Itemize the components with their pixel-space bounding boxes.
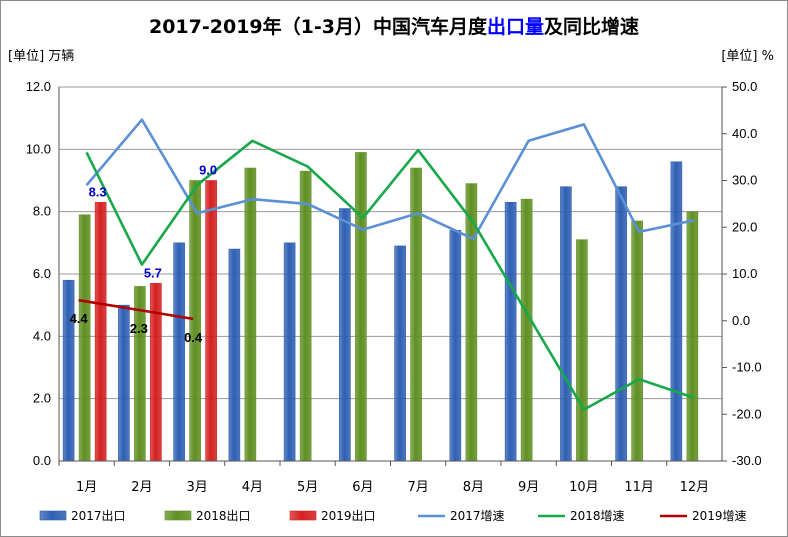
- x-tick-label: 4月: [242, 480, 263, 495]
- legend-label: 2018增速: [570, 509, 625, 523]
- x-tick-label: 3月: [186, 480, 207, 495]
- axes: 0.0 2.0 4.0 6.0 8.0 10.0 12.0 -30.0 -20.0 -10.0 0.…: [26, 79, 762, 495]
- bar-2017出口: [228, 248, 241, 462]
- chart-title: 2017-2019年（1-3月）中国汽车月度出口量及同比增速: [0, 12, 788, 39]
- bar-2018出口: [355, 152, 367, 462]
- x-tick-label: 1月: [76, 480, 97, 495]
- right-tick-label: 0.0: [732, 313, 750, 328]
- x-tick-label: 12月: [680, 480, 710, 495]
- x-tick-label: 11月: [624, 480, 654, 495]
- bar-2018出口: [299, 170, 312, 462]
- bar-value-label: 5.7: [144, 265, 162, 280]
- bar-2019出口: [150, 283, 162, 462]
- right-tick-label: -10.0: [732, 360, 762, 375]
- legend-swatch: [289, 510, 317, 521]
- bar-2018出口: [520, 198, 533, 462]
- bar-2017出口: [173, 242, 185, 462]
- x-tick-label: 7月: [407, 480, 428, 495]
- bar-2017出口: [449, 230, 462, 462]
- left-tick-label: 2.0: [33, 391, 51, 406]
- x-tick-label: 10月: [569, 480, 599, 495]
- bar-2018出口: [134, 286, 146, 462]
- bar-2018出口: [686, 211, 699, 462]
- legend-label: 2017增速: [450, 509, 505, 523]
- growth-value-label: 2.3: [130, 321, 148, 336]
- left-tick-label: 12.0: [26, 79, 51, 94]
- bar-value-label: 9.0: [199, 163, 217, 178]
- bar-2017出口: [118, 304, 130, 462]
- left-tick-label: 10.0: [26, 141, 51, 156]
- legend-label: 2019增速: [692, 509, 747, 523]
- legend: 2017出口 2018出口 2019出口 2017增速 2018增速 2019增速: [39, 509, 747, 523]
- bar-2017出口: [504, 202, 517, 462]
- legend-label: 2019出口: [321, 509, 376, 523]
- x-tick-label: 5月: [297, 480, 318, 495]
- legend-swatch: [164, 510, 192, 521]
- bar-2019出口: [205, 180, 217, 462]
- bar-2018出口: [410, 167, 422, 462]
- right-tick-label: -30.0: [732, 453, 762, 468]
- left-tick-label: 6.0: [33, 266, 51, 281]
- bar-2017出口: [670, 161, 683, 462]
- bar-2018出口: [576, 239, 588, 462]
- x-tick-label: 8月: [463, 480, 484, 495]
- legend-label: 2018出口: [196, 509, 251, 523]
- bar-value-label: 8.3: [89, 184, 107, 199]
- right-tick-label: 20.0: [732, 219, 757, 234]
- left-tick-label: 8.0: [33, 204, 51, 219]
- right-tick-label: 50.0: [732, 79, 757, 94]
- x-tick-label: 6月: [352, 480, 373, 495]
- title-part1: 2017-2019年（1-3月）中国汽车月度: [148, 16, 487, 38]
- legend-swatch: [39, 510, 67, 521]
- legend-label: 2017出口: [71, 509, 126, 523]
- bar-2017出口: [394, 245, 406, 462]
- bar-2017出口: [615, 186, 627, 462]
- bar-2018出口: [631, 220, 643, 462]
- bar-2018出口: [189, 180, 201, 462]
- bar-2017出口: [62, 279, 75, 462]
- line-2018增速: [85, 139, 695, 411]
- lines: [78, 118, 695, 411]
- bars: [62, 152, 699, 462]
- title-part2: 及同比增速: [543, 16, 639, 38]
- bar-2018出口: [244, 167, 257, 462]
- line-2019增速: [78, 298, 194, 321]
- growth-value-label: 0.4: [184, 330, 203, 345]
- right-tick-label: 40.0: [732, 126, 757, 141]
- title-highlight: 出口量: [486, 16, 544, 38]
- left-tick-label: 4.0: [33, 328, 51, 343]
- bar-2017出口: [339, 208, 351, 462]
- right-tick-label: 30.0: [732, 173, 757, 188]
- x-tick-label: 2月: [131, 480, 152, 495]
- growth-value-label: 4.4: [70, 311, 89, 326]
- bar-2018出口: [78, 214, 91, 462]
- data-labels: 8.3 5.7 9.0 4.4 2.3 0.4: [70, 163, 218, 345]
- bar-2019出口: [94, 202, 107, 462]
- right-tick-label: -20.0: [732, 406, 762, 421]
- right-axis-unit: [单位] %: [721, 49, 774, 64]
- grid: [58, 86, 723, 462]
- left-axis-unit: [单位] 万辆: [8, 49, 75, 64]
- left-tick-label: 0.0: [33, 453, 51, 468]
- right-tick-label: 10.0: [732, 266, 757, 281]
- x-tick-label: 9月: [518, 480, 539, 495]
- bar-2017出口: [560, 186, 572, 462]
- bar-2017出口: [283, 242, 296, 462]
